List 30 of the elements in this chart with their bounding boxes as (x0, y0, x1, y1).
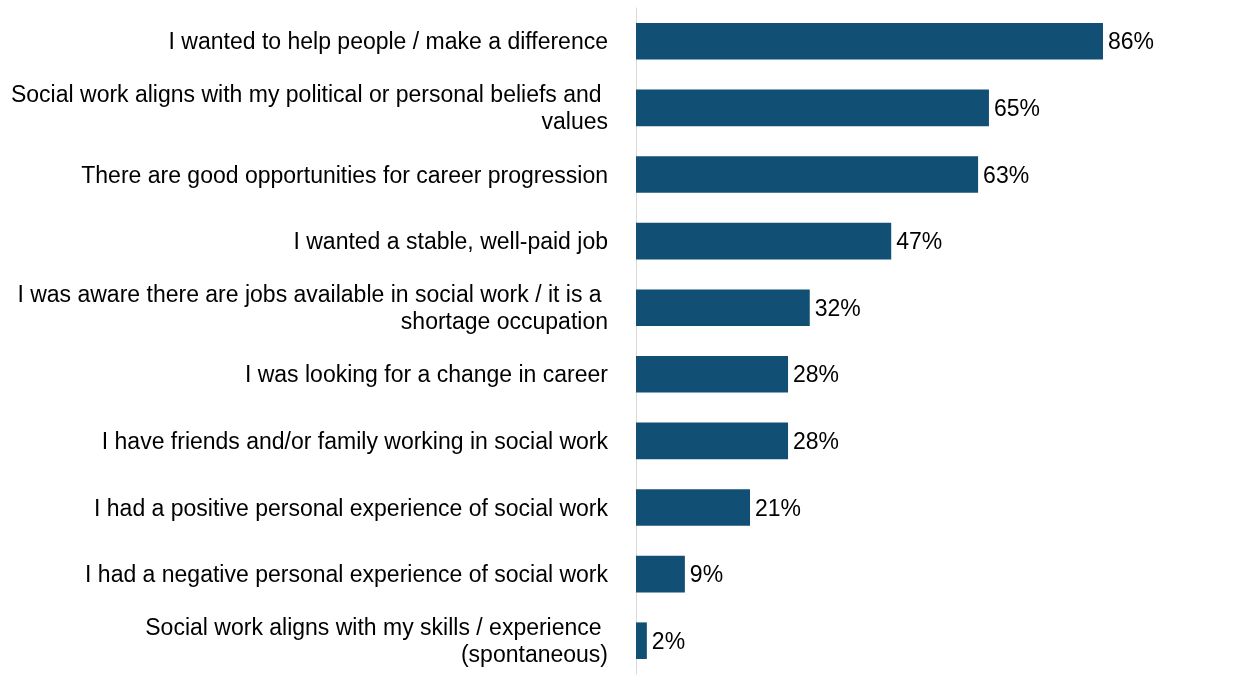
y-tick-label: I have friends and/or family working in social work (101, 427, 609, 454)
bar (636, 489, 751, 526)
data-label: 9% (689, 561, 724, 588)
y-tick-label: I wanted to help people / make a difference (168, 28, 608, 55)
y-tick-label: Social work aligns with my political or personal beliefs and values (10, 81, 608, 135)
bar (636, 22, 1103, 60)
bar (636, 289, 810, 327)
data-label: 2% (651, 627, 686, 654)
data-label: 28% (793, 427, 840, 454)
y-tick-label: I was looking for a change in career (244, 361, 609, 388)
bar (636, 422, 789, 460)
y-tick-label: There are good opportunities for career progression (81, 161, 608, 188)
y-tick-label: I wanted a stable, well-paid job (293, 228, 608, 255)
bar (636, 156, 979, 193)
data-label: 65% (993, 94, 1040, 121)
y-tick-label: I had a positive personal experience of social work (94, 494, 609, 521)
data-label: 28% (793, 361, 840, 388)
bar (636, 555, 685, 593)
data-label: 32% (814, 294, 861, 321)
data-label: 86% (1107, 28, 1155, 55)
y-tick-label: I had a negative personal experience of social work (85, 561, 609, 588)
bar (636, 622, 647, 660)
bar (636, 355, 789, 393)
y-tick-label: Social work aligns with my skills / experience (spontaneous) (145, 614, 608, 668)
data-label: 63% (983, 161, 1030, 188)
data-label: 21% (755, 494, 802, 521)
bar (636, 222, 892, 260)
data-label: 47% (896, 228, 943, 255)
y-tick-label: I was aware there are jobs available in social work / it is a shortage occupation (17, 281, 608, 335)
bar (636, 89, 989, 127)
